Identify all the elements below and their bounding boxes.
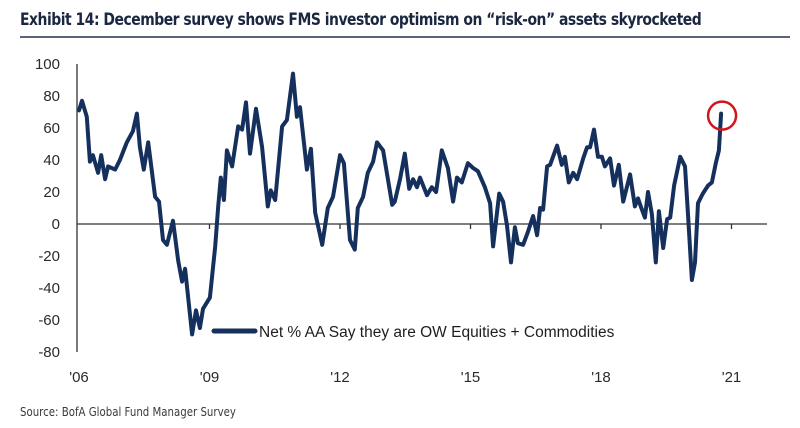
y-tick-label: -60 xyxy=(38,312,60,329)
series-line xyxy=(77,71,724,337)
y-tick-label: 20 xyxy=(43,184,60,201)
y-tick-label: -40 xyxy=(38,280,60,297)
source-note: Source: BofA Global Fund Manager Survey xyxy=(20,405,236,419)
legend-label: Net % AA Say they are OW Equities + Comm… xyxy=(259,324,615,341)
y-axis: 100 80 60 40 20 0 -20 -40 -60 -80 xyxy=(35,56,78,361)
y-tick-label: 60 xyxy=(43,120,60,137)
y-tick-label: -80 xyxy=(38,344,60,361)
y-tick-label: 100 xyxy=(35,56,60,73)
chart-title: Exhibit 14: December survey shows FMS in… xyxy=(20,10,702,30)
y-tick-label: -20 xyxy=(38,248,60,265)
series-layer xyxy=(77,71,724,337)
y-tick-label: 40 xyxy=(43,152,60,169)
x-tick-label: '15 xyxy=(461,369,481,386)
highlight-circle xyxy=(706,100,738,131)
y-tick-label: 0 xyxy=(52,216,60,233)
y-tick-label: 80 xyxy=(43,88,60,105)
title-divider xyxy=(20,36,790,38)
annotation-layer xyxy=(706,100,738,131)
x-axis: '06 '09 '12 '15 '18 '21 xyxy=(69,223,767,386)
x-tick-label: '12 xyxy=(330,369,350,386)
legend: Net % AA Say they are OW Equities + Comm… xyxy=(211,324,615,341)
x-tick-label: '09 xyxy=(200,369,220,386)
x-tick-label: '21 xyxy=(722,369,742,386)
x-tick-label: '06 xyxy=(69,369,89,386)
x-tick-label: '18 xyxy=(591,369,611,386)
